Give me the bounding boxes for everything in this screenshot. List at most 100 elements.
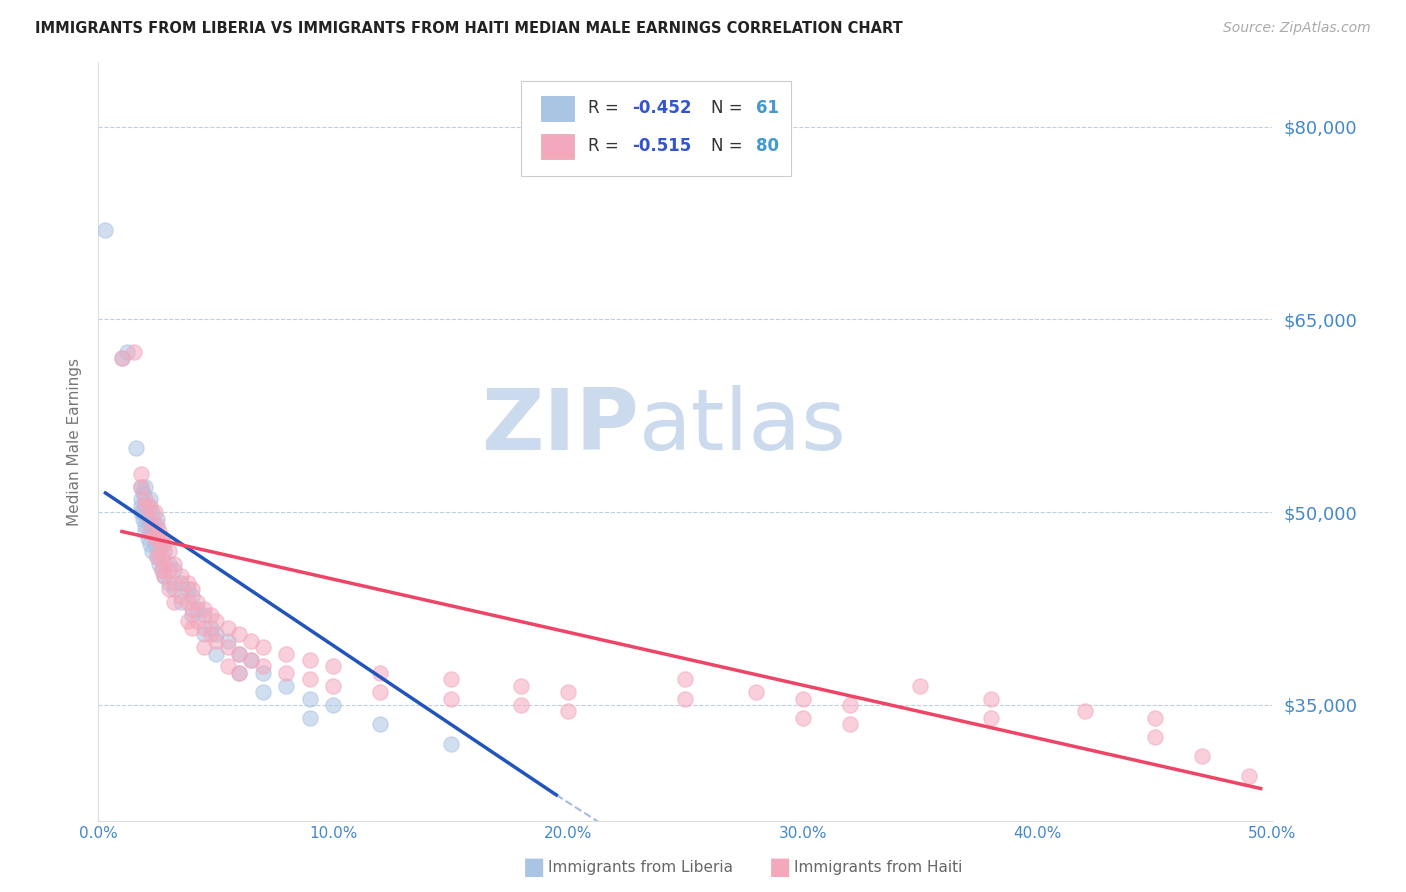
- Point: [162, 595, 184, 609]
- Y-axis label: Median Male Earnings: Median Male Earnings: [67, 358, 83, 525]
- Point: [134, 499, 156, 513]
- Point: [146, 531, 169, 545]
- Point: [111, 351, 134, 365]
- Point: [838, 698, 860, 712]
- Point: [129, 467, 152, 481]
- Point: [200, 607, 222, 622]
- Point: [838, 717, 860, 731]
- Point: [141, 505, 163, 519]
- Point: [240, 653, 263, 667]
- Point: [1144, 730, 1167, 744]
- Point: [148, 543, 170, 558]
- Text: ZIP: ZIP: [481, 384, 638, 468]
- Point: [557, 685, 579, 699]
- Point: [146, 550, 169, 565]
- Point: [322, 698, 344, 712]
- Text: R =: R =: [588, 99, 624, 117]
- Point: [134, 518, 156, 533]
- Point: [186, 601, 208, 615]
- Point: [205, 647, 228, 661]
- Point: [252, 685, 274, 699]
- Text: Source: ZipAtlas.com: Source: ZipAtlas.com: [1223, 21, 1371, 35]
- FancyBboxPatch shape: [522, 81, 792, 177]
- Point: [908, 679, 931, 693]
- Point: [136, 499, 159, 513]
- Point: [200, 627, 222, 641]
- Point: [150, 537, 173, 551]
- Text: N =: N =: [711, 99, 748, 117]
- Point: [129, 479, 152, 493]
- Point: [980, 711, 1002, 725]
- Point: [792, 691, 814, 706]
- Point: [675, 673, 697, 687]
- Point: [134, 492, 156, 507]
- Point: [181, 621, 204, 635]
- Point: [153, 569, 176, 583]
- Point: [146, 511, 169, 525]
- Point: [181, 601, 204, 615]
- Point: [675, 691, 697, 706]
- Point: [186, 595, 208, 609]
- Point: [298, 691, 321, 706]
- Point: [181, 582, 204, 597]
- Point: [181, 589, 204, 603]
- Point: [745, 685, 768, 699]
- Point: [139, 537, 162, 551]
- Point: [146, 518, 169, 533]
- Text: 80: 80: [756, 136, 779, 155]
- Point: [193, 607, 215, 622]
- Point: [368, 717, 391, 731]
- Point: [205, 633, 228, 648]
- Point: [141, 543, 163, 558]
- Point: [169, 569, 191, 583]
- Point: [439, 673, 461, 687]
- Point: [141, 524, 163, 539]
- Point: [228, 647, 250, 661]
- Point: [217, 659, 239, 673]
- Point: [368, 685, 391, 699]
- Point: [176, 595, 198, 609]
- Text: ■: ■: [523, 855, 546, 879]
- Point: [240, 653, 263, 667]
- Point: [129, 505, 152, 519]
- Point: [115, 344, 138, 359]
- Point: [143, 531, 166, 545]
- Point: [134, 479, 156, 493]
- Point: [1237, 769, 1260, 783]
- Point: [176, 582, 198, 597]
- Text: R =: R =: [588, 136, 624, 155]
- Point: [228, 627, 250, 641]
- Point: [150, 563, 173, 577]
- Point: [146, 550, 169, 565]
- Point: [162, 575, 184, 590]
- Point: [94, 222, 117, 236]
- Point: [132, 486, 155, 500]
- Point: [129, 492, 152, 507]
- Point: [176, 575, 198, 590]
- Point: [153, 537, 176, 551]
- Point: [276, 665, 298, 680]
- Point: [162, 557, 184, 571]
- Point: [150, 550, 173, 565]
- Point: [1073, 705, 1095, 719]
- Point: [1144, 711, 1167, 725]
- Point: [136, 531, 159, 545]
- Point: [169, 589, 191, 603]
- Point: [148, 531, 170, 545]
- Point: [150, 563, 173, 577]
- Point: [139, 524, 162, 539]
- Point: [217, 621, 239, 635]
- Point: [217, 640, 239, 655]
- Point: [193, 621, 215, 635]
- Point: [125, 441, 148, 455]
- Point: [139, 518, 162, 533]
- Text: IMMIGRANTS FROM LIBERIA VS IMMIGRANTS FROM HAITI MEDIAN MALE EARNINGS CORRELATIO: IMMIGRANTS FROM LIBERIA VS IMMIGRANTS FR…: [35, 21, 903, 36]
- Point: [980, 691, 1002, 706]
- Text: -0.515: -0.515: [633, 136, 692, 155]
- Point: [322, 659, 344, 673]
- Point: [510, 679, 533, 693]
- Point: [157, 575, 180, 590]
- Point: [298, 673, 321, 687]
- Point: [228, 665, 250, 680]
- Point: [129, 499, 152, 513]
